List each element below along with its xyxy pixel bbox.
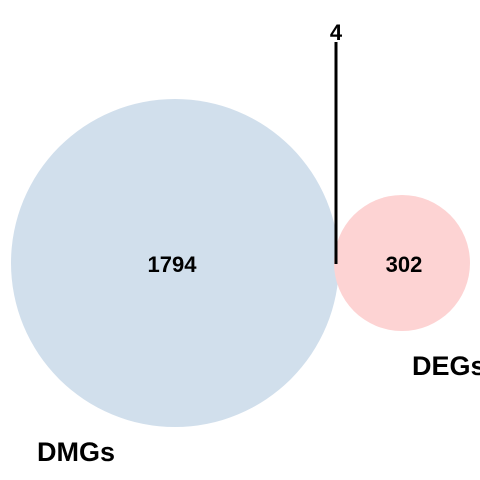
dmgs-circle bbox=[11, 99, 339, 427]
dmgs-only-count: 1794 bbox=[148, 252, 198, 277]
degs-only-count: 302 bbox=[386, 252, 423, 277]
intersection-count: 4 bbox=[330, 20, 343, 45]
degs-set-label: DEGs bbox=[412, 351, 480, 381]
dmgs-set-label: DMGs bbox=[37, 437, 115, 467]
degs-circle bbox=[334, 195, 470, 331]
